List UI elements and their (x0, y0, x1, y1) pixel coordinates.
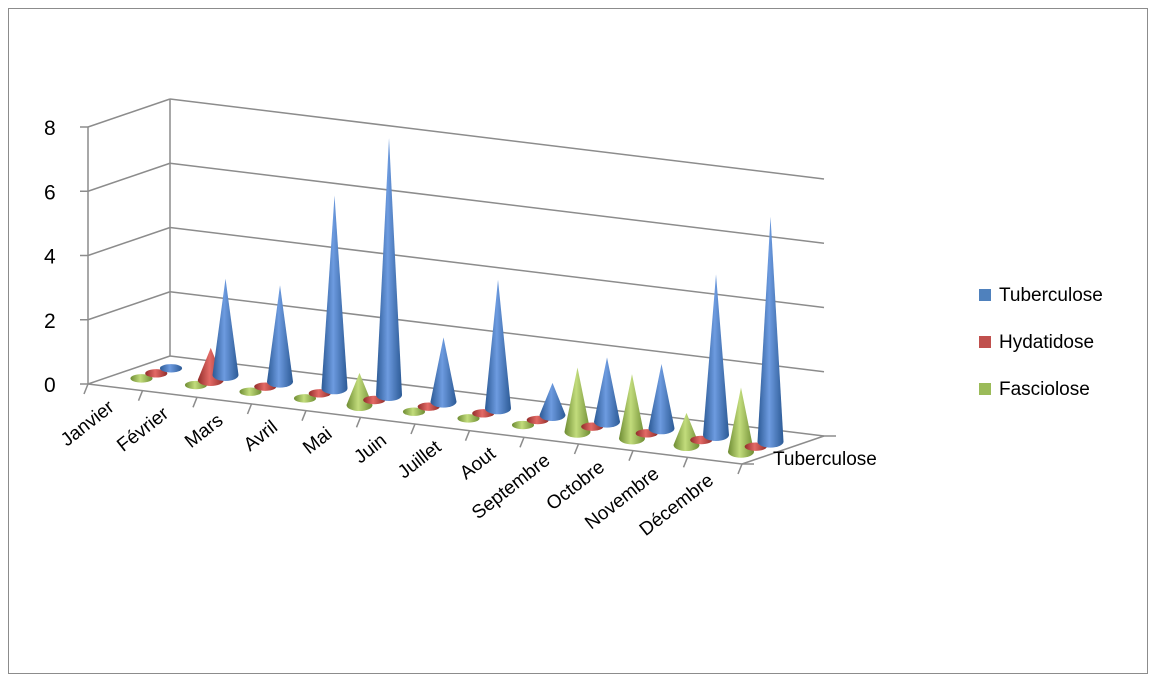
y-tick-label: 6 (44, 181, 56, 204)
y-tick-label: 8 (44, 117, 56, 140)
x-tick-label: Mars (181, 410, 227, 453)
cone-hydatidose-janvier (145, 369, 168, 378)
zero-value-disc (239, 387, 262, 396)
cone-fasciolose-avril (293, 394, 317, 403)
cone-body (648, 364, 675, 435)
cone-body (539, 382, 566, 421)
side-gridline (87, 291, 171, 321)
y-tick-label: 2 (44, 310, 56, 333)
cone-fasciolose-décembre (727, 387, 754, 458)
cone-body (618, 374, 645, 445)
zero-value-disc (457, 414, 480, 423)
zero-value-disc (402, 407, 426, 416)
cone-fasciolose-janvier (130, 374, 153, 383)
cone-body (594, 357, 621, 428)
legend-swatch (979, 289, 991, 301)
depth-axis-line (741, 435, 825, 465)
x-tick-mark (137, 390, 144, 401)
depth-axis-label: Tuberculose (773, 449, 877, 470)
y-tick-label: 0 (44, 374, 56, 397)
x-tick-label: Juin (350, 430, 390, 468)
x-tick-mark (192, 397, 198, 408)
cone-tuberculose-novembre (703, 274, 730, 441)
x-tick-mark (682, 457, 689, 468)
axes (80, 126, 836, 475)
cone-body (757, 216, 784, 448)
cone-tuberculose-aout (539, 382, 566, 421)
cone-tuberculose-septembre (594, 357, 621, 428)
cone-fasciolose-mars (239, 387, 262, 396)
x-tick-mark (83, 383, 89, 395)
x-tick-label: Janvier (57, 396, 119, 451)
side-gridline (87, 162, 171, 192)
zero-value-disc (511, 420, 535, 430)
cone-body (485, 279, 512, 415)
x-tick-label: Mai (299, 423, 336, 458)
cone-tuberculose-avril (321, 195, 348, 395)
side-gridline (87, 226, 171, 257)
zero-value-disc (145, 369, 168, 378)
cone-tuberculose-juin (430, 337, 457, 408)
x-tick-mark (464, 430, 471, 441)
cone-body (376, 137, 403, 401)
cone-tuberculose-mai (376, 137, 403, 401)
cone-tuberculose-octobre (648, 364, 675, 435)
cone-fasciolose-octobre (618, 374, 645, 445)
x-tick-mark (355, 417, 362, 428)
x-tick-mark (410, 423, 416, 435)
cone-fasciolose-aout (511, 420, 535, 430)
cone-body (212, 278, 239, 381)
x-tick-mark (246, 403, 253, 415)
x-tick-mark (737, 463, 743, 475)
x-tick-mark (519, 437, 525, 448)
zero-value-disc (130, 374, 153, 383)
chart-frame: Janvier Février Mars Avril Mai Juin Juillet Aou… (8, 8, 1148, 674)
side-gridline (87, 98, 171, 128)
legend-swatch (979, 383, 991, 395)
cone-fasciolose-juillet (457, 414, 480, 423)
back-gridline (169, 162, 825, 244)
legend: Tuberculose Hydatidose Fasciolose (979, 285, 1103, 400)
cone-fasciolose-juin (402, 407, 426, 416)
x-tick-label: Juillet (394, 436, 446, 483)
zero-value-disc (293, 394, 317, 403)
data-marks (130, 137, 784, 458)
cone-tuberculose-février (212, 278, 239, 381)
y-tick-label: 4 (44, 246, 56, 269)
back-gridline (169, 98, 825, 180)
x-tick-mark (628, 450, 634, 461)
x-tick-mark (301, 410, 307, 421)
cone-body (703, 274, 730, 441)
cone-body (564, 367, 591, 438)
cone-body (267, 285, 294, 388)
cone-tuberculose-janvier (159, 364, 183, 373)
x-tick-label: Aout (456, 443, 500, 484)
x-tick-mark (573, 443, 580, 455)
x-tick-label: Février (113, 403, 173, 456)
cone-body (321, 195, 348, 395)
legend-label: Hydatidose (999, 332, 1094, 353)
cone-tuberculose-mars (267, 285, 294, 388)
y-tick-labels: 0 2 4 6 8 (44, 117, 56, 397)
legend-label: Fasciolose (999, 379, 1090, 400)
zero-value-disc (159, 364, 183, 373)
legend-swatch (979, 336, 991, 348)
cone-tuberculose-décembre (757, 216, 784, 448)
cone-fasciolose-septembre (564, 367, 591, 438)
cone-body (430, 337, 457, 408)
cone-tuberculose-juillet (485, 279, 512, 415)
cone-body (727, 387, 754, 458)
x-tick-label: Avril (240, 417, 282, 456)
legend-label: Tuberculose (999, 285, 1103, 306)
side-gridline (87, 355, 171, 385)
